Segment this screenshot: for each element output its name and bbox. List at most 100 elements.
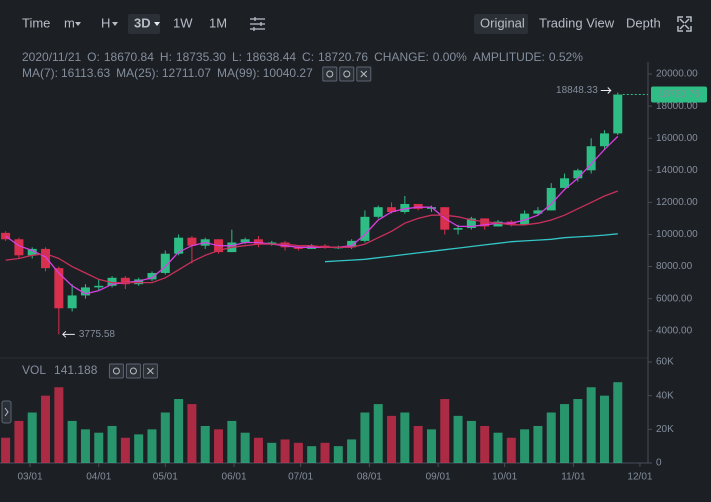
dropdown-caret	[154, 22, 160, 26]
candle-body	[1, 232, 11, 240]
volume-label: VOL	[22, 363, 46, 377]
settings-icon[interactable]	[339, 66, 355, 82]
candle-body	[293, 247, 303, 249]
candle-body	[67, 295, 77, 309]
eye-icon-glyph	[112, 367, 120, 375]
volume-bar	[54, 387, 64, 463]
volume-bar	[240, 432, 250, 463]
volume-bar	[307, 446, 317, 463]
ma-line	[5, 190, 619, 284]
candle-body	[413, 203, 423, 209]
view-button[interactable]: Depth	[626, 15, 661, 30]
volume-bar	[560, 404, 570, 463]
settings-icon-glyph	[343, 70, 351, 78]
candle-body	[187, 237, 197, 246]
volume-bar	[480, 425, 490, 463]
interval-button[interactable]: 1W	[173, 15, 193, 30]
info-label: C:	[302, 50, 314, 64]
volume-bar	[413, 425, 423, 463]
candle-body	[480, 218, 490, 227]
candle-body	[107, 277, 117, 286]
interval-button[interactable]: H	[101, 15, 110, 30]
volume-bar	[400, 412, 410, 463]
candle-body	[387, 207, 397, 213]
volume-bar	[533, 425, 543, 463]
interval-button[interactable]: 1M	[209, 15, 227, 30]
active-interval-bg	[128, 14, 160, 34]
last-price-label: 18720.76	[658, 89, 700, 100]
fullscreen-icon[interactable]	[677, 16, 692, 32]
candle-body	[41, 248, 51, 269]
candle-body	[613, 94, 623, 134]
volume-bar	[360, 412, 370, 463]
settings-icon[interactable]	[250, 17, 265, 31]
low-annotation: 3775.58	[79, 329, 116, 340]
x-tick-label: 09/01	[426, 472, 451, 483]
volume-bar	[440, 399, 450, 463]
volume-bar	[41, 395, 51, 463]
close-icon-glyph	[360, 70, 368, 78]
volume-bar	[120, 437, 130, 463]
volume-value: 141.188	[54, 363, 98, 377]
interval-button[interactable]: Time	[22, 15, 50, 30]
eye-icon[interactable]	[322, 66, 338, 82]
info-value: 0.52%	[549, 50, 583, 64]
info-value: 18720.76	[318, 50, 368, 64]
ma-label: MA(25):	[116, 66, 159, 80]
y-tick-label: 20000.00	[656, 69, 698, 80]
ma-label: MA(7):	[22, 66, 58, 80]
info-value: 18735.30	[176, 50, 226, 64]
volume-bar	[227, 420, 237, 463]
candle-body	[360, 216, 370, 241]
view-button[interactable]: Trading View	[539, 15, 615, 30]
view-button[interactable]: Original	[480, 15, 525, 30]
candle-body	[14, 239, 24, 256]
candle-body	[546, 187, 556, 211]
volume-bar	[134, 434, 144, 463]
y-tick-label: 6000.00	[656, 293, 693, 304]
interval-button[interactable]: 3D	[134, 15, 151, 30]
volume-bar	[293, 442, 303, 463]
volume-tick-label: 60K	[656, 357, 674, 368]
interval-button[interactable]: m	[64, 15, 75, 30]
candle-body	[400, 203, 410, 213]
candle-body	[573, 170, 583, 179]
settings-icon[interactable]	[125, 363, 141, 379]
y-tick-label: 4000.00	[656, 325, 693, 336]
volume-bar	[214, 429, 224, 463]
candle-body	[373, 207, 383, 217]
volume-bar	[253, 437, 263, 463]
volume-bar	[426, 429, 436, 463]
eye-icon-glyph	[326, 70, 334, 78]
volume-bar	[506, 437, 516, 463]
eye-icon[interactable]	[108, 363, 124, 379]
volume-bar	[27, 412, 37, 463]
candle-body	[134, 279, 144, 285]
info-label: O:	[87, 50, 100, 64]
candle-body	[599, 133, 609, 147]
x-tick-label: 10/01	[492, 472, 517, 483]
volume-bar	[466, 420, 476, 463]
y-tick-label: 18000.00	[656, 101, 698, 112]
y-tick-label: 16000.00	[656, 133, 698, 144]
candle-body	[533, 210, 543, 214]
x-tick-label: 04/01	[86, 472, 111, 483]
volume-tick-label: 40K	[656, 390, 674, 401]
volume-bar	[1, 437, 11, 463]
volume-bar	[187, 404, 197, 463]
volume-bar	[14, 420, 24, 463]
candle-body	[240, 239, 250, 243]
x-tick-label: 07/01	[288, 472, 313, 483]
side-tab[interactable]	[1, 400, 12, 424]
volume-bar	[520, 429, 530, 463]
close-icon-glyph	[147, 367, 154, 375]
volume-bar	[599, 395, 609, 463]
volume-tick-label: 20K	[656, 424, 674, 435]
ma-line	[324, 233, 618, 263]
info-value: 0.00%	[433, 50, 467, 64]
candle-body	[280, 242, 290, 248]
candle-body	[54, 268, 64, 309]
ma-label: MA(99):	[217, 66, 260, 80]
